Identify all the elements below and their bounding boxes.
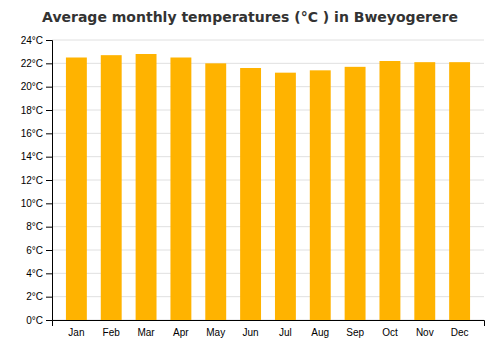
bar (101, 55, 122, 320)
tick: Mar (137, 327, 155, 338)
tick-mark (46, 63, 52, 64)
tick-mark (46, 40, 52, 41)
tick-mark (46, 297, 52, 298)
tick-label: Aug (311, 327, 329, 338)
bar (449, 62, 470, 320)
tick-mark (46, 110, 52, 111)
tick: 20°C (21, 81, 52, 92)
tick-mark (46, 320, 52, 321)
tick-mark (46, 157, 52, 158)
bar (205, 63, 226, 320)
tick-label: 22°C (21, 58, 43, 69)
tick-mark (46, 87, 52, 88)
bar (136, 54, 157, 320)
tick-label: Apr (173, 327, 189, 338)
tick: 24°C (21, 35, 52, 46)
tick: 12°C (21, 175, 52, 186)
tick: Oct (382, 327, 398, 338)
axis-line (53, 321, 485, 327)
tick-label: 14°C (21, 151, 43, 162)
tick: Aug (311, 327, 329, 338)
y-axis: 0°C 2°C 4°C 6°C 8°C 10°C 12°C 14°C 16°C 18°C 20°C 2… (21, 35, 53, 326)
tick-mark (46, 273, 52, 274)
tick: 6°C (26, 245, 52, 256)
tick-label: 16°C (21, 128, 43, 139)
tick-label: May (206, 327, 225, 338)
tick-label: 18°C (21, 105, 43, 116)
tick-mark (46, 250, 52, 251)
tick-label: 10°C (21, 198, 43, 209)
tick: Apr (173, 327, 189, 338)
tick: 22°C (21, 58, 52, 69)
tick-label: Sep (346, 327, 364, 338)
tick: Sep (346, 327, 364, 338)
tick-label: 8°C (26, 221, 43, 232)
title: Average monthly temperatures (°C ) in Bw… (42, 9, 458, 25)
bar (414, 62, 435, 320)
tick-label: Oct (382, 327, 398, 338)
x-axis: Jan Feb Mar Apr May Jun Jul Aug Sep Oct Nov Dec (53, 321, 485, 339)
tick-label: 20°C (21, 81, 43, 92)
tick: 2°C (26, 291, 52, 302)
bar (310, 70, 331, 320)
tick: 0°C (26, 315, 52, 326)
tick-label: Jun (243, 327, 259, 338)
tick: 14°C (21, 151, 52, 162)
bar (240, 68, 261, 320)
tick-label: Dec (451, 327, 469, 338)
tick: Feb (103, 327, 121, 338)
bars (66, 54, 470, 320)
bar (345, 67, 366, 320)
tick-label: Nov (416, 327, 434, 338)
tick: 4°C (26, 268, 52, 279)
tick: Jul (279, 327, 292, 338)
axis-line (46, 41, 53, 321)
grid-line (52, 40, 484, 41)
tick-mark (46, 133, 52, 134)
tick-label: 24°C (21, 35, 43, 46)
tick-label: Feb (103, 327, 121, 338)
bar (170, 58, 191, 321)
tick: May (206, 327, 225, 338)
tick-label: 6°C (26, 245, 43, 256)
tick: 16°C (21, 128, 52, 139)
tick-label: 4°C (26, 268, 43, 279)
tick-label: Jan (68, 327, 84, 338)
grid (52, 40, 484, 320)
tick-label: Mar (137, 327, 155, 338)
tick-mark (46, 203, 52, 204)
tick: 18°C (21, 105, 52, 116)
tick: Nov (416, 327, 434, 338)
plot: 0°C 2°C 4°C 6°C 8°C 10°C 12°C 14°C 16°C 18°C 20°C 2… (21, 35, 485, 338)
tick-label: 0°C (26, 315, 43, 326)
tick-label: Jul (279, 327, 292, 338)
tick-label: 2°C (26, 291, 43, 302)
bar (66, 58, 87, 321)
tick: Jan (68, 327, 84, 338)
tick: 10°C (21, 198, 52, 209)
bar (379, 61, 400, 320)
tick-label: 12°C (21, 175, 43, 186)
tick-mark (46, 180, 52, 181)
tick: Jun (243, 327, 259, 338)
tick-mark (46, 227, 52, 228)
tick: 8°C (26, 221, 52, 232)
tick: Dec (451, 327, 469, 338)
bar (275, 73, 296, 320)
chart: 0°C 2°C 4°C 6°C 8°C 10°C 12°C 14°C 16°C 18°C 20°C 2… (0, 0, 500, 350)
